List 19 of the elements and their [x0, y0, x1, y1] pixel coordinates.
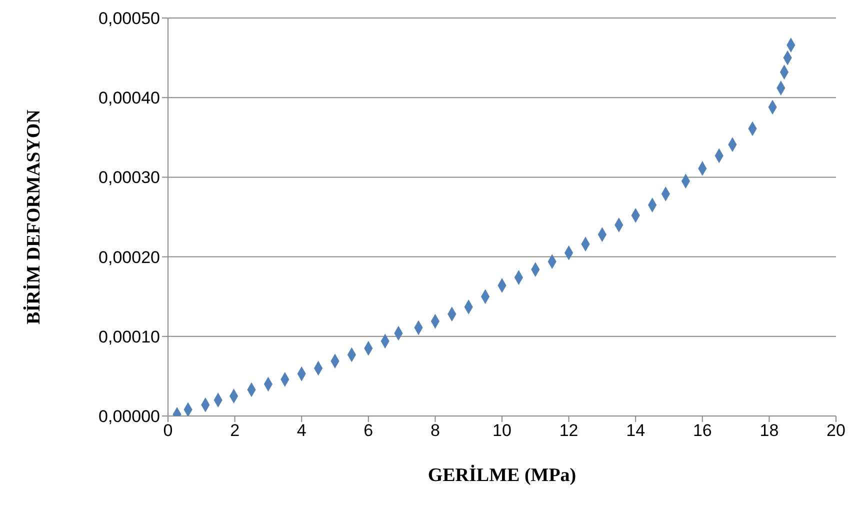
y-tick-label: 0,00050: [98, 9, 160, 28]
x-tick-label: 18: [760, 421, 779, 440]
x-axis-title: GERİLME (MPa): [428, 464, 576, 486]
y-tick-label: 0,00010: [98, 327, 160, 346]
y-tick-label: 0,00020: [98, 248, 160, 267]
y-tick-label: 0,00040: [98, 88, 160, 108]
y-tick-label: 0,00000: [98, 407, 160, 426]
y-tick-label: 0,00030: [98, 168, 160, 188]
x-tick-label: 4: [296, 421, 306, 440]
x-tick-label: 0: [163, 421, 173, 440]
x-tick-label: 12: [559, 421, 578, 440]
x-tick-label: 14: [626, 421, 646, 440]
x-tick-label: 10: [492, 421, 512, 440]
x-tick-label: 8: [430, 421, 440, 440]
x-tick-label: 6: [364, 421, 374, 440]
y-axis-title: BİRİM DEFORMASYON: [22, 109, 45, 324]
x-tick-label: 16: [692, 421, 712, 440]
x-tick-label: 20: [826, 421, 846, 440]
x-tick-label: 2: [230, 421, 240, 440]
